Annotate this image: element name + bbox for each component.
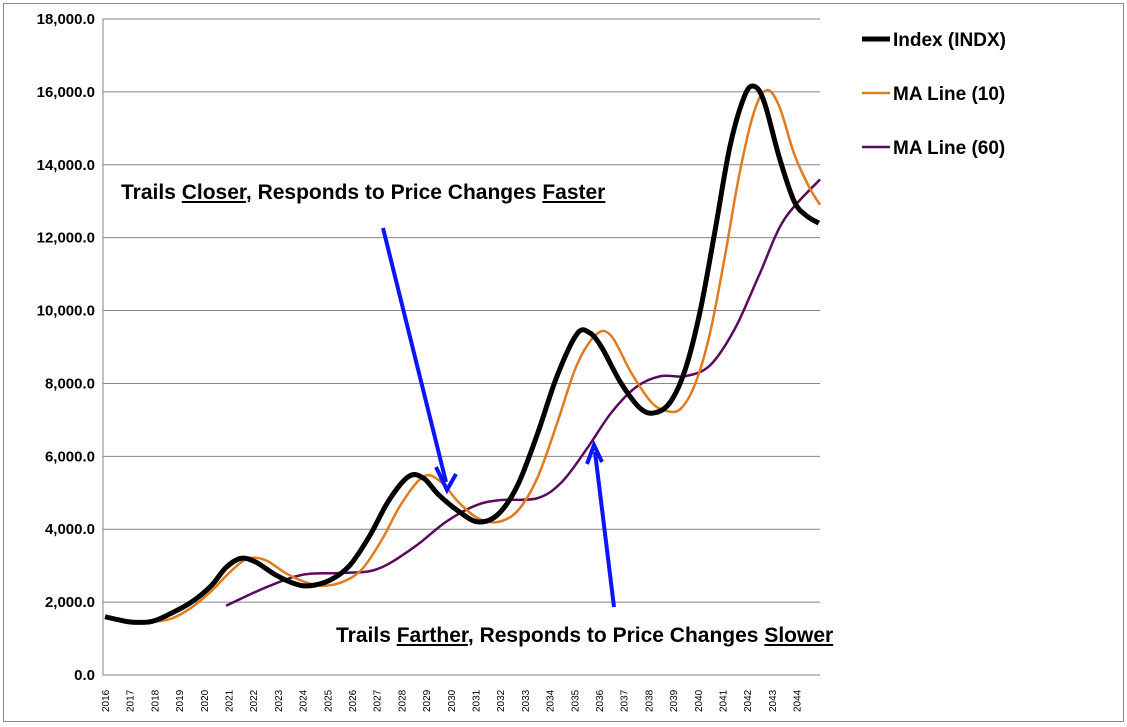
x-tick-label: 2043 bbox=[768, 689, 779, 712]
y-tick-label: 4,000.0 bbox=[45, 521, 95, 538]
x-tick-label: 2037 bbox=[620, 689, 631, 712]
y-tick-label: 12,000.0 bbox=[37, 230, 95, 247]
x-tick-label: 2035 bbox=[570, 689, 581, 712]
x-tick-label: 2025 bbox=[323, 689, 334, 712]
legend-label: MA Line (60) bbox=[893, 138, 1005, 159]
arrow-farther-head bbox=[585, 439, 604, 465]
legend-label: MA Line (10) bbox=[893, 84, 1005, 105]
x-tick-label: 2031 bbox=[472, 689, 483, 712]
x-tick-label: 2023 bbox=[274, 689, 285, 712]
x-tick-label: 2021 bbox=[225, 689, 236, 712]
x-tick-label: 2032 bbox=[496, 689, 507, 712]
x-tick-label: 2041 bbox=[719, 689, 730, 712]
x-tick-label: 2018 bbox=[150, 689, 161, 712]
arrow-closer-head bbox=[434, 466, 458, 495]
y-tick-label: 6,000.0 bbox=[45, 448, 95, 465]
x-tick-label: 2042 bbox=[743, 689, 754, 712]
annotation-text: Slower bbox=[764, 624, 834, 647]
x-tick-label: 2040 bbox=[694, 689, 705, 712]
x-tick-label: 2038 bbox=[644, 689, 655, 712]
x-tick-label: 2016 bbox=[101, 689, 112, 712]
x-tick-label: 2020 bbox=[200, 689, 211, 712]
legend-label: Index (INDX) bbox=[893, 30, 1006, 51]
x-tick-label: 2034 bbox=[546, 689, 557, 712]
annotation-closer: Trails Closer, Responds to Price Changes… bbox=[121, 181, 605, 205]
chart-frame bbox=[3, 3, 1124, 722]
y-tick-label: 8,000.0 bbox=[45, 375, 95, 392]
annotation-farther: Trails Farther, Responds to Price Change… bbox=[336, 624, 833, 648]
x-tick-label: 2022 bbox=[249, 689, 260, 712]
x-tick-label: 2024 bbox=[299, 689, 310, 712]
series-line-2 bbox=[225, 178, 821, 607]
annotation-text: Faster bbox=[542, 181, 606, 204]
annotation-text: Trails bbox=[121, 181, 182, 204]
y-tick-label: 0.0 bbox=[74, 667, 95, 684]
annotation-text: Trails bbox=[336, 624, 397, 647]
series-line-0 bbox=[104, 83, 821, 625]
series-line-1 bbox=[151, 88, 822, 624]
x-tick-label: 2030 bbox=[447, 689, 458, 712]
annotation-arrows bbox=[381, 227, 616, 608]
annotation-text: Closer bbox=[181, 181, 246, 204]
arrow-farther bbox=[593, 451, 616, 608]
x-tick-label: 2039 bbox=[669, 689, 680, 712]
y-tick-label: 2,000.0 bbox=[45, 594, 95, 611]
x-tick-label: 2029 bbox=[422, 689, 433, 712]
x-tick-label: 2027 bbox=[373, 689, 384, 712]
annotation-text: , Responds to Price Changes bbox=[245, 181, 543, 204]
x-tick-label: 2026 bbox=[348, 689, 359, 712]
x-tick-label: 2017 bbox=[126, 689, 137, 712]
annotation-text: Farther bbox=[396, 624, 468, 647]
y-tick-label: 10,000.0 bbox=[37, 303, 95, 320]
x-tick-label: 2036 bbox=[595, 689, 606, 712]
y-tick-label: 14,000.0 bbox=[37, 157, 95, 174]
y-tick-label: 18,000.0 bbox=[37, 11, 95, 28]
x-tick-label: 2033 bbox=[521, 689, 532, 712]
annotation-text: , Responds to Price Changes bbox=[467, 624, 765, 647]
y-tick-label: 16,000.0 bbox=[37, 84, 95, 101]
x-tick-label: 2044 bbox=[793, 689, 804, 712]
x-tick-label: 2028 bbox=[397, 689, 408, 712]
arrow-closer bbox=[381, 227, 448, 483]
x-tick-label: 2019 bbox=[175, 689, 186, 712]
